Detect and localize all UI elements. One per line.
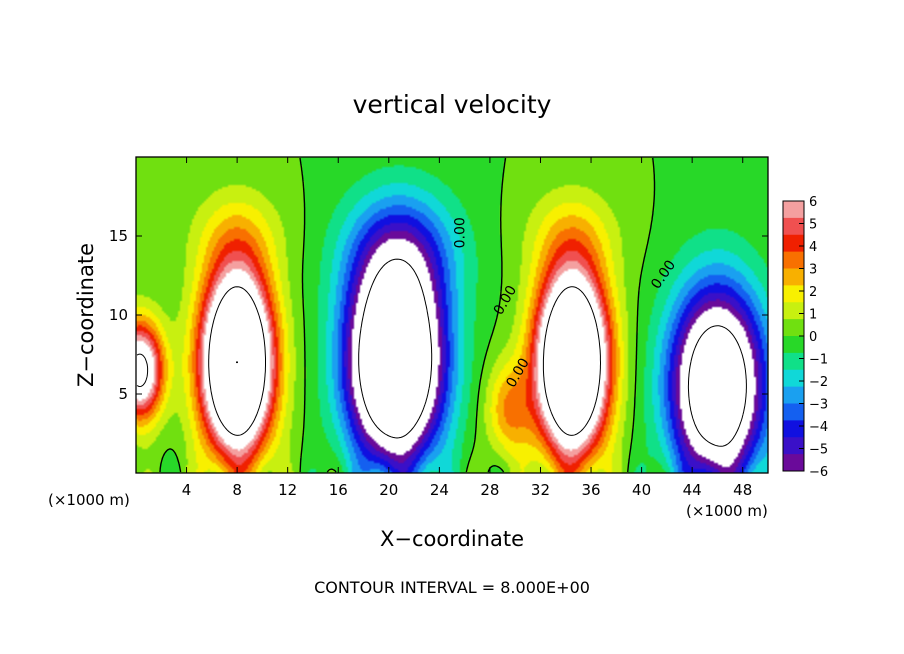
x-unit-right: (×1000 m) (686, 502, 768, 520)
colorbar-swatch (783, 454, 804, 472)
y-axis-ticks: 5 10 15 (109, 227, 768, 403)
x-tick-label: 16 (329, 481, 348, 499)
y-tick-label: 10 (109, 306, 128, 324)
colorbar-swatch (783, 336, 804, 354)
x-tick-label: 32 (531, 481, 550, 499)
x-tick-label: 36 (581, 481, 600, 499)
x-unit-left: (×1000 m) (48, 491, 130, 509)
colorbar-tick-label: 0 (809, 330, 817, 345)
colorbar-tick-label: 2 (809, 285, 817, 300)
colorbar-tick-label: 1 (809, 308, 817, 323)
colorbar-tick-label: 6 (809, 195, 817, 210)
x-axis-ticks: 4 8 12 16 20 24 28 32 36 40 44 48 (182, 157, 752, 499)
colorbar-swatch (783, 285, 804, 303)
contour-line (136, 286, 601, 436)
y-tick-label: 15 (109, 227, 128, 245)
x-tick-label: 4 (182, 481, 192, 499)
contour-label: 0.00 (453, 217, 469, 248)
colorbar-swatch (783, 268, 804, 286)
colorbar-swatch (783, 302, 804, 320)
x-tick-label: 12 (278, 481, 297, 499)
colorbar-swatch (783, 437, 804, 455)
velocity-field (136, 157, 768, 473)
x-tick-label: 44 (683, 481, 702, 499)
x-tick-label: 40 (632, 481, 651, 499)
contour-line (358, 258, 747, 447)
colorbar-tick-label: −6 (809, 465, 828, 480)
x-tick-label: 28 (480, 481, 499, 499)
colorbar-swatch (783, 403, 804, 421)
colorbar-tick-label: −5 (809, 443, 828, 458)
colorbar-tick-label: 5 (809, 218, 817, 233)
x-tick-label: 20 (379, 481, 398, 499)
colorbar-tick-label: −2 (809, 375, 828, 390)
colorbar-swatch (783, 201, 804, 219)
colorbar-ticks: 6 5 4 3 2 1 0 −1 −2 −3 −4 −5 −6 (799, 195, 828, 480)
chart-title: vertical velocity (353, 90, 552, 119)
colorbar-tick-label: 3 (809, 263, 817, 278)
x-tick-label: 48 (733, 481, 752, 499)
x-axis-label: X−coordinate (380, 527, 524, 551)
colorbar-tick-label: −4 (809, 420, 828, 435)
colorbar-swatch (783, 420, 804, 438)
y-tick-label: 5 (118, 385, 128, 403)
colorbar-swatch (783, 352, 804, 371)
colorbar-tick-label: 4 (809, 240, 817, 255)
colorbar-swatch (783, 386, 804, 405)
colorbar-swatch (783, 369, 804, 388)
contour-line (159, 157, 656, 473)
colorbar-swatch (783, 251, 804, 270)
colorbar-swatch (783, 217, 804, 236)
colorbar-tick-label: −3 (809, 398, 828, 413)
x-tick-label: 8 (232, 481, 242, 499)
colorbar-tick-label: −1 (809, 353, 828, 368)
x-tick-label: 24 (430, 481, 449, 499)
colorbar-swatch (783, 319, 804, 337)
colorbar-swatch (783, 234, 804, 253)
contour-lines (136, 157, 747, 473)
y-axis-label: Z−coordinate (74, 243, 98, 387)
contour-interval-note: CONTOUR INTERVAL = 8.000E+00 (314, 578, 590, 597)
